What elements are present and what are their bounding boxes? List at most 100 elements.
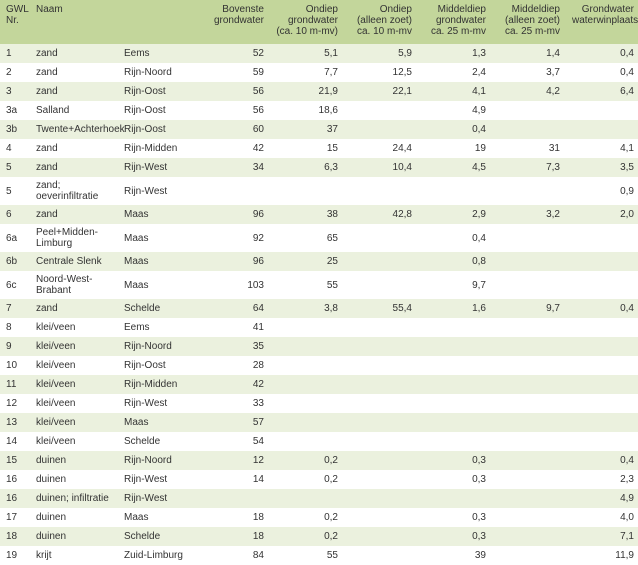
cell-20-2: Rijn-Noord bbox=[118, 451, 196, 470]
cell-13-0: 8 bbox=[0, 318, 30, 337]
cell-12-4: 3,8 bbox=[270, 299, 344, 318]
cell-25-1: krijt bbox=[30, 546, 118, 565]
cell-4-1: Twente+Achterhoek bbox=[30, 120, 118, 139]
cell-5-0: 4 bbox=[0, 139, 30, 158]
cell-22-2: Rijn-West bbox=[118, 489, 196, 508]
cell-7-0: 5 bbox=[0, 177, 30, 205]
cell-11-1: Noord-West-Brabant bbox=[30, 271, 118, 299]
cell-21-3: 14 bbox=[196, 470, 270, 489]
cell-12-5: 55,4 bbox=[344, 299, 418, 318]
col-header-4: Ondiepgrondwater(ca. 10 m-mv) bbox=[270, 0, 344, 44]
cell-13-5 bbox=[344, 318, 418, 337]
cell-3-1: Salland bbox=[30, 101, 118, 120]
cell-13-4 bbox=[270, 318, 344, 337]
cell-11-7 bbox=[492, 271, 566, 299]
cell-3-3: 56 bbox=[196, 101, 270, 120]
cell-12-2: Schelde bbox=[118, 299, 196, 318]
cell-9-7 bbox=[492, 224, 566, 252]
table-row: 5zandRijn-West346,310,44,57,33,5 bbox=[0, 158, 638, 177]
cell-0-8: 0,4 bbox=[566, 44, 638, 63]
table-row: 3bTwente+AchterhoekRijn-Oost60370,4 bbox=[0, 120, 638, 139]
cell-6-8: 3,5 bbox=[566, 158, 638, 177]
cell-8-4: 38 bbox=[270, 205, 344, 224]
cell-21-5 bbox=[344, 470, 418, 489]
cell-25-0: 19 bbox=[0, 546, 30, 565]
cell-10-6: 0,8 bbox=[418, 252, 492, 271]
cell-9-4: 65 bbox=[270, 224, 344, 252]
table-row: 6aPeel+Midden-LimburgMaas92650,4 bbox=[0, 224, 638, 252]
cell-5-8: 4,1 bbox=[566, 139, 638, 158]
cell-4-0: 3b bbox=[0, 120, 30, 139]
cell-17-0: 12 bbox=[0, 394, 30, 413]
cell-3-2: Rijn-Oost bbox=[118, 101, 196, 120]
cell-16-0: 11 bbox=[0, 375, 30, 394]
cell-9-6: 0,4 bbox=[418, 224, 492, 252]
table-header: GWLNr.NaamBovenstegrondwaterOndiepgrondw… bbox=[0, 0, 638, 44]
cell-22-4 bbox=[270, 489, 344, 508]
table-row: 15duinenRijn-Noord120,20,30,4 bbox=[0, 451, 638, 470]
cell-17-5 bbox=[344, 394, 418, 413]
cell-9-8 bbox=[566, 224, 638, 252]
cell-0-5: 5,9 bbox=[344, 44, 418, 63]
cell-25-4: 55 bbox=[270, 546, 344, 565]
cell-16-5 bbox=[344, 375, 418, 394]
cell-8-8: 2,0 bbox=[566, 205, 638, 224]
cell-8-3: 96 bbox=[196, 205, 270, 224]
cell-3-4: 18,6 bbox=[270, 101, 344, 120]
cell-14-4 bbox=[270, 337, 344, 356]
table-row: 9klei/veenRijn-Noord35 bbox=[0, 337, 638, 356]
cell-2-6: 4,1 bbox=[418, 82, 492, 101]
cell-2-0: 3 bbox=[0, 82, 30, 101]
cell-22-7 bbox=[492, 489, 566, 508]
cell-2-1: zand bbox=[30, 82, 118, 101]
cell-6-1: zand bbox=[30, 158, 118, 177]
table-row: 3aSallandRijn-Oost5618,64,9 bbox=[0, 101, 638, 120]
table-row: 11klei/veenRijn-Midden42 bbox=[0, 375, 638, 394]
table-row: 8klei/veenEems41 bbox=[0, 318, 638, 337]
col-header-8: Grondwaterwaterwinplaatsen bbox=[566, 0, 638, 44]
cell-1-1: zand bbox=[30, 63, 118, 82]
cell-19-7 bbox=[492, 432, 566, 451]
cell-14-2: Rijn-Noord bbox=[118, 337, 196, 356]
cell-3-8 bbox=[566, 101, 638, 120]
cell-6-0: 5 bbox=[0, 158, 30, 177]
cell-0-6: 1,3 bbox=[418, 44, 492, 63]
cell-24-0: 18 bbox=[0, 527, 30, 546]
cell-20-6: 0,3 bbox=[418, 451, 492, 470]
col-header-3: Bovenstegrondwater bbox=[196, 0, 270, 44]
cell-8-0: 6 bbox=[0, 205, 30, 224]
cell-25-7 bbox=[492, 546, 566, 565]
cell-1-8: 0,4 bbox=[566, 63, 638, 82]
cell-8-6: 2,9 bbox=[418, 205, 492, 224]
table-row: 14klei/veenSchelde54 bbox=[0, 432, 638, 451]
cell-4-6: 0,4 bbox=[418, 120, 492, 139]
cell-9-0: 6a bbox=[0, 224, 30, 252]
cell-17-8 bbox=[566, 394, 638, 413]
cell-15-8 bbox=[566, 356, 638, 375]
table-row: 16duinen; infiltratieRijn-West4,9 bbox=[0, 489, 638, 508]
cell-6-7: 7,3 bbox=[492, 158, 566, 177]
cell-18-1: klei/veen bbox=[30, 413, 118, 432]
cell-0-1: zand bbox=[30, 44, 118, 63]
col-header-0: GWLNr. bbox=[0, 0, 30, 44]
cell-19-0: 14 bbox=[0, 432, 30, 451]
table-row: 6zandMaas963842,82,93,22,0 bbox=[0, 205, 638, 224]
cell-4-3: 60 bbox=[196, 120, 270, 139]
table-row: 19krijtZuid-Limburg84553911,9 bbox=[0, 546, 638, 565]
cell-20-8: 0,4 bbox=[566, 451, 638, 470]
col-header-7: Middeldiep(alleen zoet)ca. 25 m-mv bbox=[492, 0, 566, 44]
cell-15-5 bbox=[344, 356, 418, 375]
cell-19-4 bbox=[270, 432, 344, 451]
cell-14-1: klei/veen bbox=[30, 337, 118, 356]
cell-16-3: 42 bbox=[196, 375, 270, 394]
cell-15-0: 10 bbox=[0, 356, 30, 375]
cell-13-1: klei/veen bbox=[30, 318, 118, 337]
table-row: 3zandRijn-Oost5621,922,14,14,26,4 bbox=[0, 82, 638, 101]
table-row: 13klei/veenMaas57 bbox=[0, 413, 638, 432]
cell-25-3: 84 bbox=[196, 546, 270, 565]
cell-12-1: zand bbox=[30, 299, 118, 318]
cell-16-2: Rijn-Midden bbox=[118, 375, 196, 394]
cell-15-7 bbox=[492, 356, 566, 375]
cell-12-6: 1,6 bbox=[418, 299, 492, 318]
cell-5-4: 15 bbox=[270, 139, 344, 158]
